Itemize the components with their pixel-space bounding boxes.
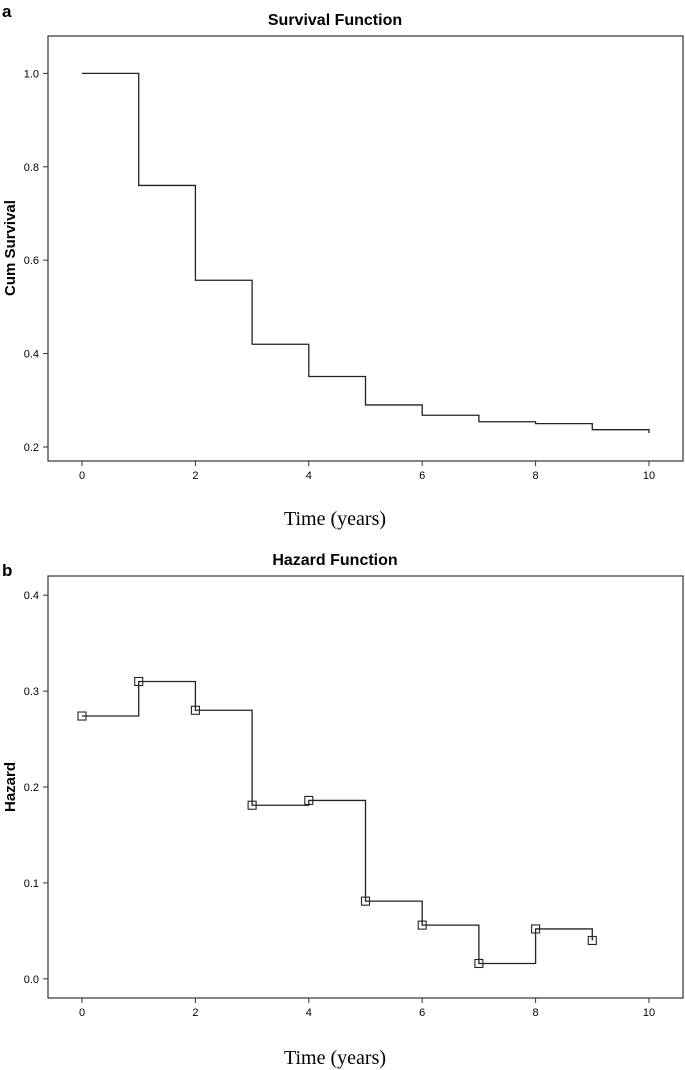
y-tick-label: 0.2 [24,442,39,454]
y-tick-label: 0.8 [24,162,39,174]
y-tick-label: 1.0 [24,68,39,80]
y-tick-label: 0.1 [24,878,39,890]
axis-ticks: 0 2 4 6 8 10 0.0 0.1 0.2 0.3 0.4 [24,590,655,1019]
data-point-marker [587,935,597,946]
y-tick-label: 0.4 [24,349,39,361]
panel-letter: b [2,561,12,580]
data-point-marker [417,920,427,930]
survival-chart: a Survival Function 0 2 4 6 8 10 0.2 0.4 0.6 0.8 1… [2,2,684,530]
data-point-marker [304,795,314,805]
x-tick-label: 10 [643,470,655,482]
y-axis-label: Hazard [2,762,19,812]
plot-frame [47,35,684,462]
data-point-marker [474,958,484,969]
y-tick-label: 0.4 [24,590,39,602]
y-tick-label: 0.3 [24,686,39,698]
plot-frame [47,575,684,999]
series-line [82,680,593,965]
x-tick-label: 8 [533,1007,539,1019]
x-axis-label: Time (years) [284,508,386,530]
series-line [82,72,650,433]
x-tick-label: 8 [533,470,539,482]
x-tick-label: 10 [643,1007,655,1019]
x-tick-label: 0 [79,1007,85,1019]
x-tick-label: 0 [79,470,85,482]
x-tick-label: 6 [419,470,425,482]
hazard-chart: b Hazard Function 0 2 4 6 8 10 0.0 0.1 0.2 0.3 0.4… [2,552,684,1069]
x-tick-label: 4 [306,470,312,482]
x-tick-label: 2 [192,1007,198,1019]
y-axis-label: Cum Survival [2,200,19,296]
axis-ticks: 0 2 4 6 8 10 0.2 0.4 0.6 0.8 1.0 [24,68,655,482]
x-axis-label: Time (years) [284,1047,386,1069]
data-point-marker [77,711,87,721]
data-point-marker [360,896,371,906]
data-point-marker [134,676,144,687]
hazard-series [77,676,597,969]
x-tick-label: 4 [306,1007,312,1019]
chart-title: Hazard Function [272,552,397,569]
chart-title: Survival Function [268,12,402,29]
y-tick-label: 0.0 [24,974,39,986]
y-tick-label: 0.2 [24,782,39,794]
data-point-marker [190,705,200,715]
data-point-marker [247,800,257,810]
panel-letter: a [2,2,12,21]
x-tick-label: 6 [419,1007,425,1019]
survival-series [82,72,650,433]
x-tick-label: 2 [192,470,198,482]
y-tick-label: 0.6 [24,255,39,267]
data-point-marker [531,924,541,934]
